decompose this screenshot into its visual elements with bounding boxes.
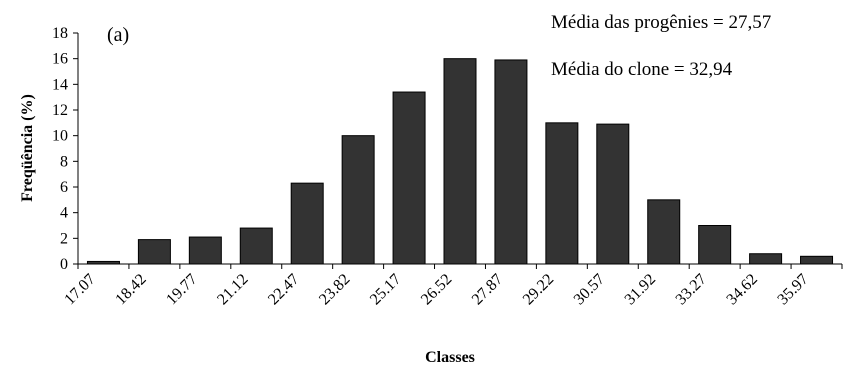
bar-26-52	[443, 58, 477, 265]
x-tick-label: 23.82	[316, 271, 353, 308]
x-tick-label: 17.07	[61, 271, 98, 308]
x-tick-label: 22.47	[265, 271, 302, 308]
bar-31-92	[647, 199, 681, 265]
bar-21-12	[239, 227, 273, 265]
x-tick-label: 25.17	[367, 271, 404, 308]
annotation-clone-mean: Média do clone = 32,94	[551, 59, 733, 80]
x-tick-label: 34.62	[723, 271, 760, 308]
annotation-progeny-mean: Média das progênies = 27,57	[551, 12, 771, 33]
bars	[86, 58, 834, 265]
y-tick-label: 2	[60, 230, 68, 247]
x-tick-label: 27.87	[469, 271, 506, 308]
x-axis-title: Classes	[425, 349, 475, 366]
bar-30-57	[596, 123, 630, 265]
x-tick-label: 35.97	[774, 271, 811, 308]
y-tick-label: 0	[60, 256, 68, 273]
y-tick-label: 14	[52, 76, 68, 93]
x-tick-label: 26.52	[418, 271, 455, 308]
y-tick-label: 16	[52, 51, 68, 68]
bar-22-47	[290, 182, 324, 265]
x-tick-label: 30.57	[571, 271, 608, 308]
bar-19-77	[188, 236, 222, 265]
x-tick-label: 29.22	[520, 271, 557, 308]
y-tick-label: 8	[60, 153, 68, 170]
bar-23-82	[341, 135, 375, 265]
y-axis: 0 2 4 6 8 10 12 14 16 18	[52, 25, 79, 273]
bar-18-42	[137, 239, 171, 265]
x-tick-label: 33.27	[673, 271, 710, 308]
panel-label: (a)	[107, 24, 129, 46]
y-axis-title: Freqüência (%)	[19, 94, 36, 202]
bar-35-97	[800, 255, 834, 265]
bar-33-27	[698, 225, 732, 265]
y-tick-label: 10	[52, 128, 68, 145]
y-tick-label: 4	[60, 205, 68, 222]
y-tick-label: 18	[52, 25, 68, 42]
y-tick-label: 6	[60, 179, 68, 196]
x-tick-label: 18.42	[112, 271, 149, 308]
bar-34-62	[749, 253, 783, 265]
bar-29-22	[545, 122, 579, 265]
x-tick-label: 19.77	[163, 271, 200, 308]
bar-25-17	[392, 91, 426, 265]
bar-27-87	[494, 59, 528, 265]
x-tick-label: 31.92	[622, 271, 659, 308]
x-tick-label: 21.12	[214, 271, 251, 308]
y-tick-label: 12	[52, 102, 68, 119]
x-axis: 17.07 18.42 19.77 21.12 22.47 23.82 25.17 26.52…	[61, 263, 843, 308]
